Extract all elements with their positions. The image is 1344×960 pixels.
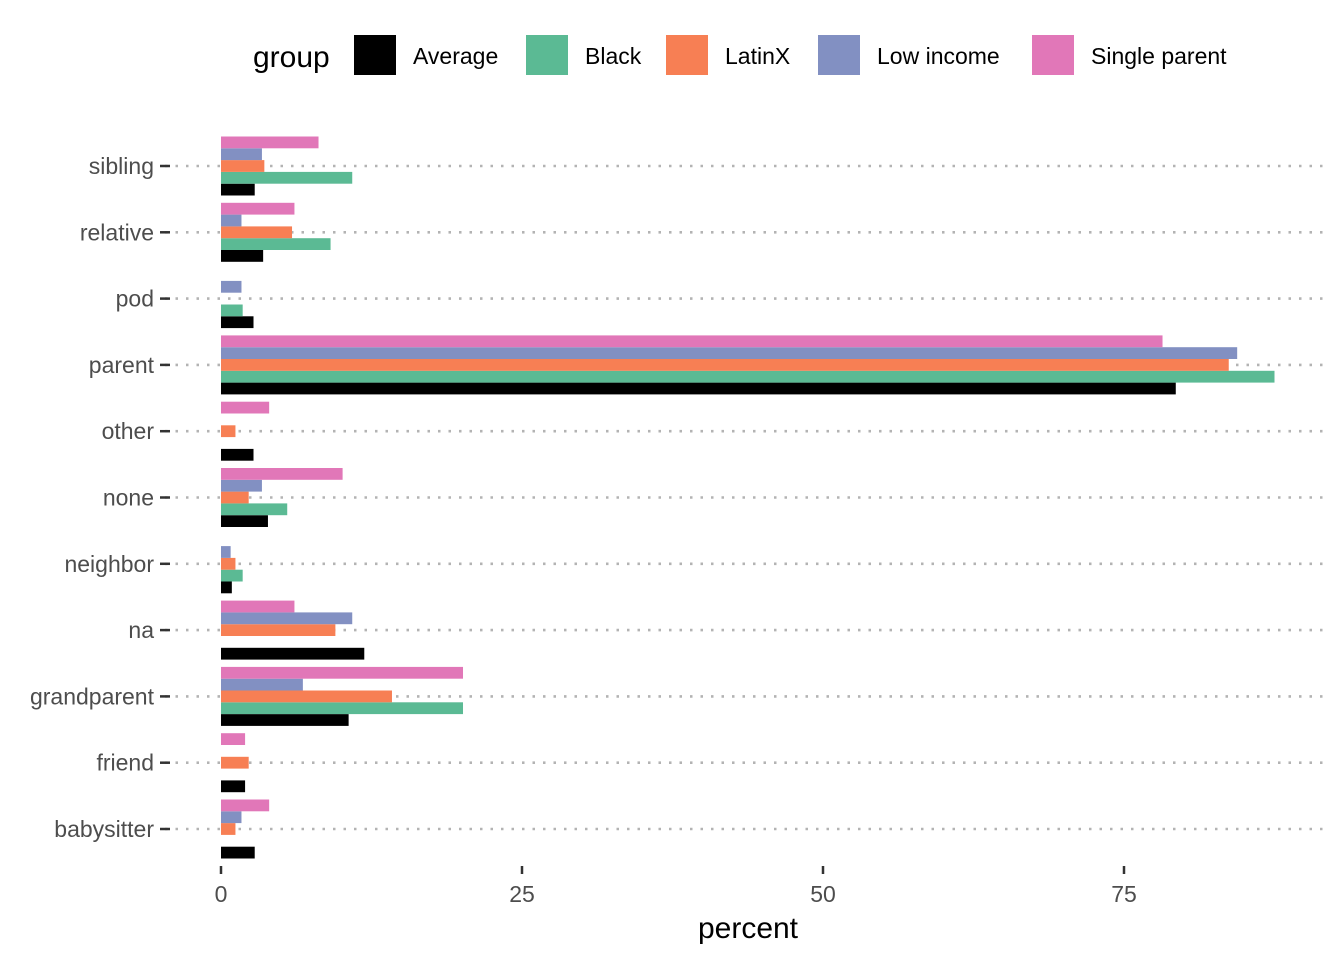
- x-tick-label: 0: [215, 881, 228, 907]
- legend-key: [354, 35, 396, 75]
- bar: [221, 171, 353, 184]
- bar: [221, 250, 264, 262]
- bar: [221, 714, 349, 726]
- y-tick-label: relative: [80, 219, 154, 245]
- bar: [221, 425, 236, 438]
- legend-key: [526, 35, 568, 75]
- bar: [221, 202, 295, 215]
- bar: [221, 183, 255, 196]
- bar: [221, 546, 231, 558]
- x-axis-title: percent: [698, 912, 799, 945]
- bar: [221, 468, 343, 480]
- legend-label: Low income: [877, 43, 1000, 69]
- bar: [221, 370, 1275, 383]
- legend-label: LatinX: [725, 43, 790, 69]
- legend-key: [666, 35, 708, 75]
- bar: [221, 214, 242, 227]
- y-tick-label: na: [128, 617, 154, 643]
- bar: [221, 304, 243, 317]
- bar: [221, 780, 246, 793]
- bar: [221, 690, 392, 703]
- legend-key: [818, 35, 860, 75]
- bar: [221, 491, 249, 504]
- y-tick-label: none: [103, 485, 154, 511]
- legend-label: Average: [413, 43, 498, 69]
- bar: [221, 316, 254, 329]
- bar: [221, 823, 236, 835]
- bar: [221, 448, 254, 461]
- bar: [221, 647, 365, 660]
- bar: [221, 799, 270, 812]
- y-tick-label: other: [102, 418, 155, 444]
- bar: [221, 335, 1163, 348]
- legend: group Average Black LatinX Low income Single…: [253, 35, 1227, 75]
- bar: [221, 557, 236, 570]
- x-tick-label: 75: [1111, 881, 1137, 907]
- bar: [221, 666, 464, 679]
- legend-key: [1032, 35, 1074, 75]
- legend-label: Single parent: [1091, 43, 1227, 69]
- bar: [221, 503, 288, 516]
- y-tick-label: pod: [116, 286, 154, 312]
- bar: [221, 226, 293, 239]
- y-tick-label: grandparent: [30, 683, 155, 709]
- bar: [221, 160, 265, 172]
- bar: [221, 702, 464, 715]
- bar: [221, 581, 232, 594]
- bar: [221, 347, 1238, 359]
- legend-title: group: [253, 41, 330, 74]
- bar: [221, 624, 336, 636]
- y-tick-label: neighbor: [64, 551, 154, 577]
- y-tick-label: sibling: [89, 153, 154, 179]
- x-tick-label: 25: [509, 881, 535, 907]
- bar: [221, 280, 242, 293]
- bar: [221, 600, 295, 613]
- bar: [221, 401, 270, 414]
- legend-label: Black: [585, 43, 642, 69]
- bar: [221, 382, 1176, 395]
- plot-area: babysitter friend grandparent na neighbor non…: [30, 136, 1330, 907]
- bar: [221, 569, 243, 582]
- bar: [221, 811, 242, 824]
- bar: [221, 359, 1229, 371]
- y-tick-label: parent: [89, 352, 155, 378]
- y-tick-label: babysitter: [54, 816, 154, 842]
- bar: [221, 612, 353, 625]
- bar: [221, 479, 262, 492]
- y-tick-label: friend: [96, 750, 154, 776]
- bar: [221, 846, 255, 859]
- bar: [221, 515, 268, 527]
- bar: [221, 756, 249, 769]
- x-tick-label: 50: [810, 881, 836, 907]
- bar: [221, 148, 262, 161]
- bar: [221, 136, 319, 149]
- bar: [221, 238, 331, 250]
- bar: [221, 733, 246, 745]
- bar: [221, 678, 303, 691]
